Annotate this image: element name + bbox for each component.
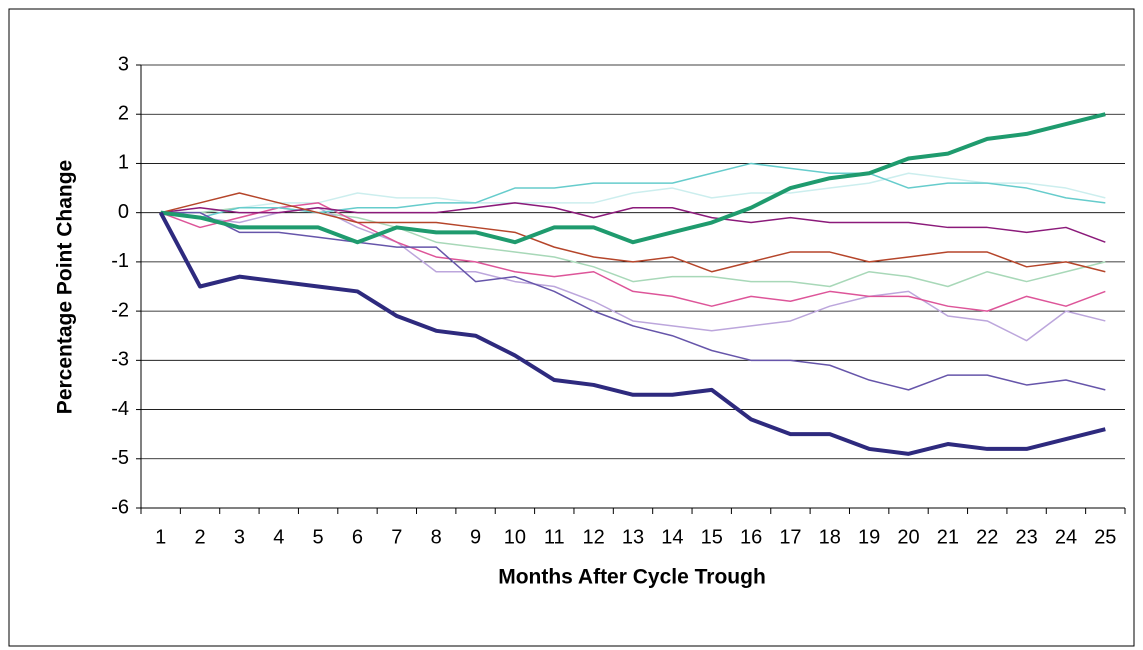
x-tick-label: 22	[976, 526, 998, 548]
x-tick-label: 6	[352, 526, 363, 548]
y-tick-label: -2	[111, 299, 129, 321]
y-tick-label: -4	[111, 398, 129, 420]
x-tick-label: 24	[1055, 526, 1077, 548]
x-tick-label: 25	[1094, 526, 1116, 548]
x-tick-label: 19	[858, 526, 880, 548]
x-tick-label: 5	[313, 526, 324, 548]
y-tick-label: 2	[118, 103, 129, 125]
x-tick-label: 14	[661, 526, 683, 548]
x-tick-label: 21	[937, 526, 959, 548]
y-tick-label: -3	[111, 349, 129, 371]
series-line	[160, 192, 1106, 273]
y-tick-label: 1	[118, 152, 129, 174]
x-tick-label: 12	[583, 526, 605, 548]
x-tick-label: 10	[504, 526, 526, 548]
x-tick-label: 1	[155, 526, 166, 548]
x-tick-label: 17	[779, 526, 801, 548]
x-tick-label: 13	[622, 526, 644, 548]
series-line	[160, 211, 1106, 391]
x-tick-label: 3	[234, 526, 245, 548]
series-line	[158, 211, 1106, 456]
x-tick-label: 9	[470, 526, 481, 548]
series-line	[160, 202, 1106, 243]
y-tick-label: -6	[111, 496, 129, 518]
y-tick-label: 0	[118, 201, 129, 223]
y-tick-label: -1	[111, 250, 129, 272]
series-line	[160, 202, 1106, 312]
x-tick-label: 15	[701, 526, 723, 548]
x-tick-label: 18	[819, 526, 841, 548]
y-axis-title: Percentage Point Change	[54, 160, 77, 414]
x-tick-label: 11	[544, 526, 565, 548]
x-tick-label: 4	[273, 526, 284, 548]
y-tick-label: 3	[118, 53, 129, 75]
chart-border	[8, 8, 1135, 647]
x-tick-label: 2	[194, 526, 205, 548]
series-line	[160, 112, 1106, 245]
x-tick-label: 23	[1015, 526, 1037, 548]
x-tick-label: 7	[391, 526, 402, 548]
x-tick-label: 20	[897, 526, 919, 548]
y-tick-label: -5	[111, 447, 129, 469]
x-tick-label: 8	[431, 526, 442, 548]
x-tick-label: 16	[740, 526, 762, 548]
x-axis-title: Months After Cycle Trough	[498, 566, 766, 589]
